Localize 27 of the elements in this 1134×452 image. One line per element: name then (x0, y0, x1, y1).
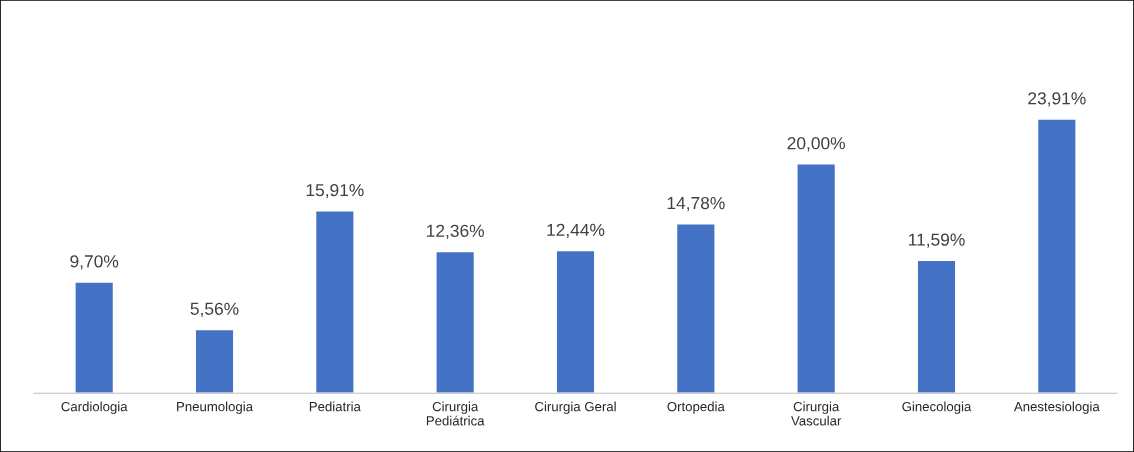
x-tick-label: Cirurgia Vascular (791, 401, 842, 426)
x-tick-label: Cardiologia (61, 401, 128, 414)
bar (675, 223, 716, 394)
bar (74, 281, 115, 394)
bar (796, 163, 837, 394)
data-label: 5,56% (190, 302, 239, 317)
bar (194, 328, 235, 394)
data-label: 14,78% (667, 196, 725, 212)
data-label: 9,70% (70, 255, 119, 270)
x-tick-label: Ortopedia (667, 401, 725, 414)
data-label: 12,44% (547, 223, 605, 239)
data-label: 11,59% (909, 233, 965, 248)
bar (1036, 118, 1077, 394)
x-tick-label: Pediatria (309, 401, 361, 412)
bar (314, 210, 355, 394)
data-label: 12,36% (427, 224, 484, 240)
x-tick-label: Cirurgia Geral (535, 401, 616, 414)
data-label: 15,91% (306, 183, 364, 199)
bar (555, 249, 596, 394)
x-tick-label: Pneumologia (177, 401, 254, 414)
x-tick-label: Cirurgia Pediátrica (426, 401, 485, 426)
x-tick-label: Ginecologia (902, 401, 972, 414)
bar (916, 259, 957, 394)
data-label: 20,00% (787, 137, 845, 152)
x-tick-label: Anestesiologia (1013, 401, 1100, 414)
data-label: 23,91% (1028, 92, 1086, 107)
bar (435, 250, 476, 394)
